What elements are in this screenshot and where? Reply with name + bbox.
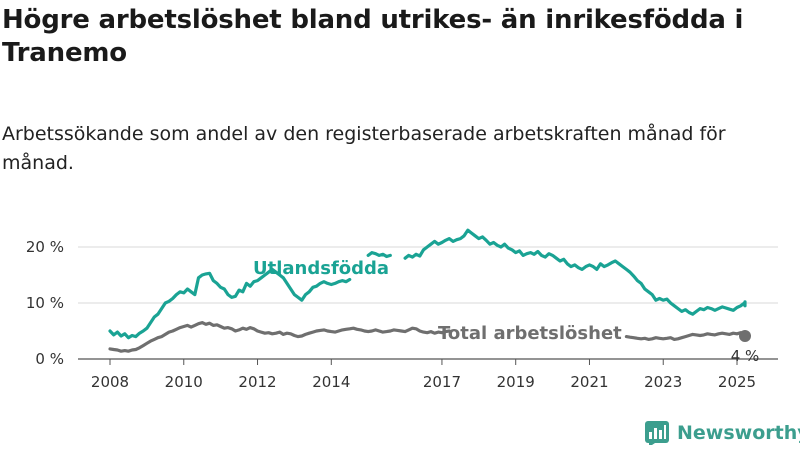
newsworthy-logo-icon [645, 421, 669, 445]
foreign-born-line-segment-1 [366, 251, 392, 259]
total-line-segment-0 [108, 321, 451, 353]
end-value-label: 4 % [731, 347, 760, 365]
series-lines [108, 228, 747, 353]
x-tick-label: 2023 [644, 373, 682, 391]
x-tick-label: 2010 [165, 373, 203, 391]
newsworthy-logo-text: Newsworthy [677, 422, 800, 444]
x-tick-label: 2012 [238, 373, 276, 391]
x-tick-label: 2021 [570, 373, 608, 391]
x-tick-label: 2008 [91, 373, 129, 391]
x-axis-ticks: 2008 2010 2012 2014 2017 2019 2021 2023 2025 [91, 359, 756, 391]
newsworthy-logo[interactable]: Newsworthy [645, 421, 800, 445]
x-tick-label: 2019 [497, 373, 535, 391]
y-tick-label: 10 % [26, 294, 64, 312]
chart-subtitle: Arbetssökande som andel av den registerb… [2, 123, 726, 174]
x-tick-label: 2014 [312, 373, 350, 391]
x-tick-label: 2017 [423, 373, 461, 391]
series-labels: Utlandsfödda Total arbetslöshet 4 % [253, 258, 759, 365]
total-line-segment-1 [624, 331, 747, 341]
foreign-born-line-segment-0 [108, 267, 352, 340]
series-label-foreign-born: Utlandsfödda [253, 258, 389, 279]
foreign-born-line-segment-2 [403, 228, 747, 316]
end-marker [739, 330, 751, 343]
x-tick-label: 2025 [718, 373, 756, 391]
y-axis-ticks: 0 % 10 % 20 % [26, 238, 64, 368]
y-tick-label: 0 % [35, 350, 64, 368]
series-label-total: Total arbetslöshet [438, 323, 622, 344]
y-tick-label: 20 % [26, 238, 64, 256]
chart-title: Högre arbetslöshet bland utrikes- än inr… [2, 5, 744, 68]
